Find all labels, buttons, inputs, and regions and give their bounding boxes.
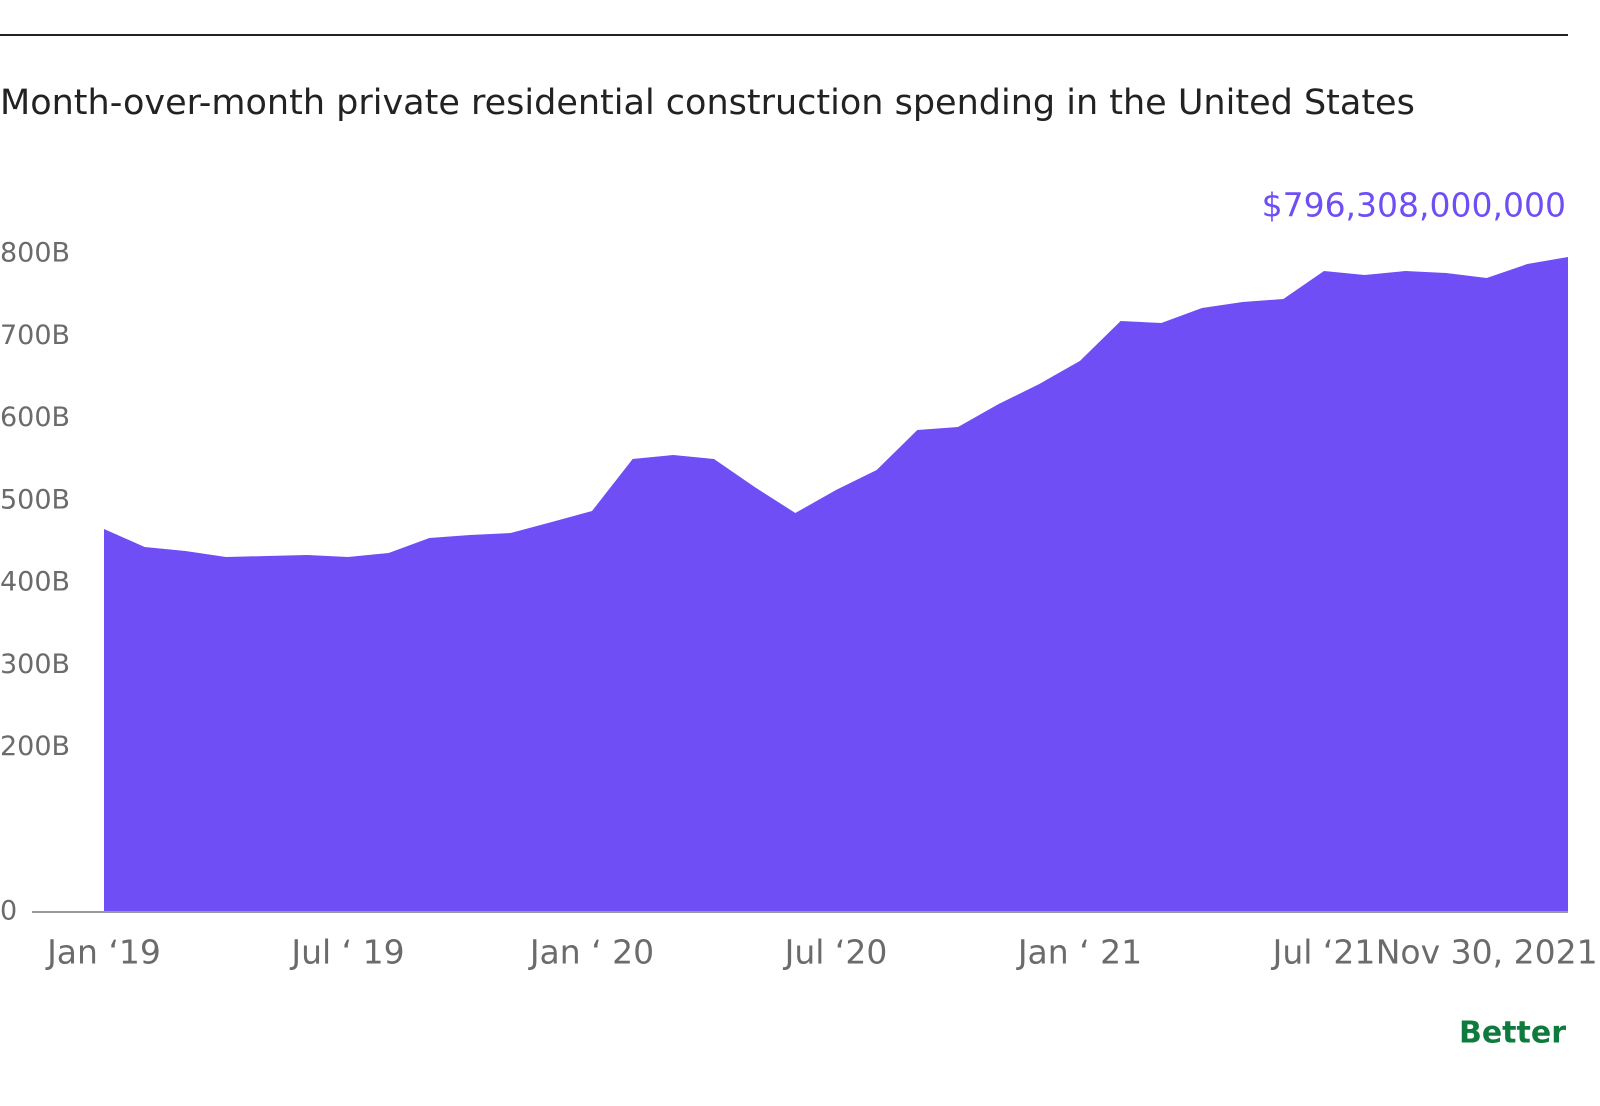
y-tick-label: 200B <box>0 731 70 762</box>
y-tick-label: 300B <box>0 649 70 680</box>
chart-title: Month-over-month private residential con… <box>0 83 1415 123</box>
value-label: $796,308,000,000 <box>1262 186 1566 225</box>
x-tick-label: Jul ‘ 19 <box>289 933 404 972</box>
x-tick-label: Jan ‘ 21 <box>1016 933 1142 972</box>
area <box>104 257 1568 912</box>
y-tick-label: 500B <box>0 484 70 515</box>
x-tick-label: Nov 30, 2021 <box>1376 933 1598 972</box>
y-tick-label: 0 <box>0 896 17 927</box>
x-tick-label: Jan ‘19 <box>45 933 161 972</box>
x-tick-label: Jul ‘21 <box>1271 933 1376 972</box>
y-tick-label: 600B <box>0 402 70 433</box>
y-tick-label: 700B <box>0 320 70 351</box>
brand-logo: Better <box>1459 1016 1566 1051</box>
y-tick-label: 800B <box>0 238 70 269</box>
x-tick-label: Jul ‘20 <box>783 933 888 972</box>
y-tick-label: 400B <box>0 567 70 598</box>
x-tick-label: Jan ‘ 20 <box>528 933 654 972</box>
